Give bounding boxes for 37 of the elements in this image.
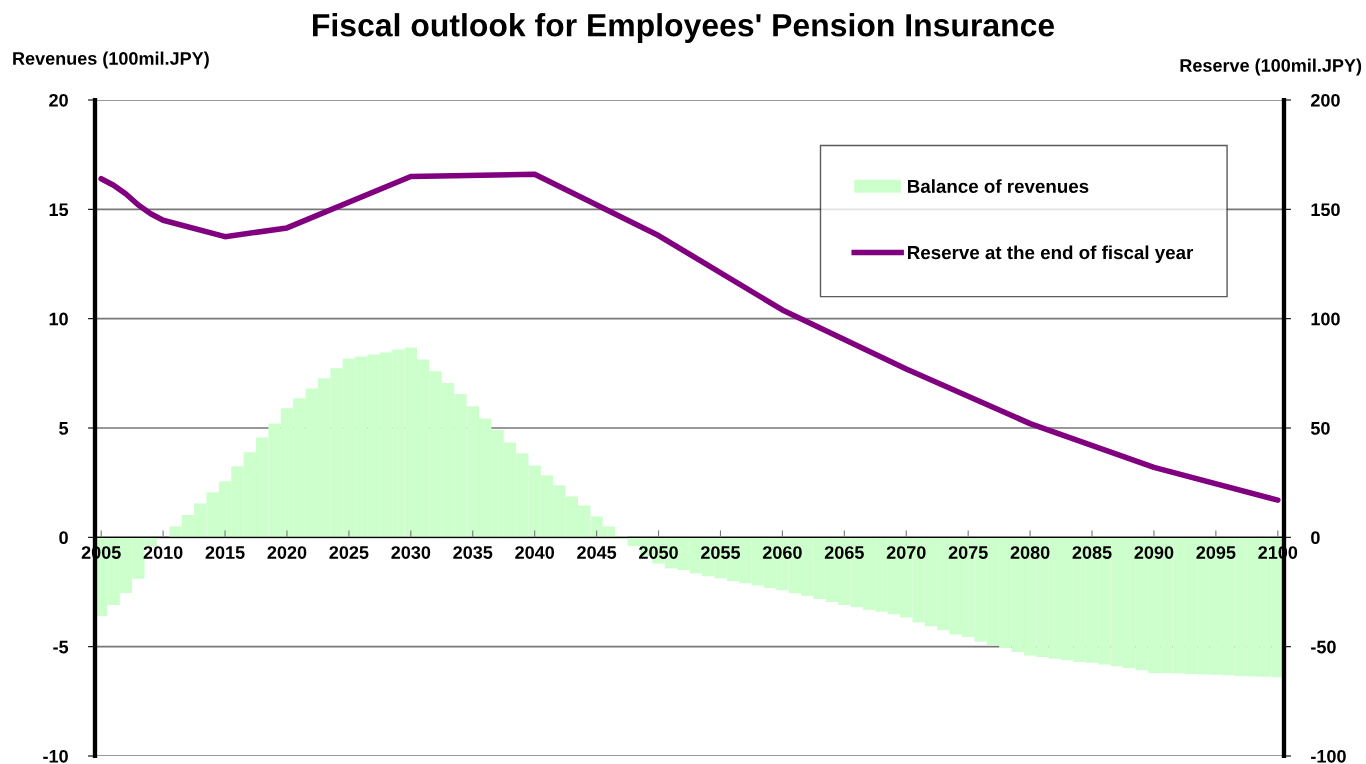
y2-tick-label: 0 bbox=[1311, 531, 1320, 545]
x-tick-label: 2020 bbox=[267, 546, 307, 559]
y-tick-label: -5 bbox=[53, 640, 69, 654]
y2-tick-label: 100 bbox=[1311, 312, 1340, 326]
x-tick-label: 2040 bbox=[515, 546, 555, 559]
chart-title: Fiscal outlook for Employees' Pension Insurance bbox=[313, 13, 1055, 43]
x-tick-label: 2025 bbox=[329, 546, 369, 559]
x-tick-label: 2085 bbox=[1072, 546, 1112, 559]
y2-tick-label: -50 bbox=[1311, 640, 1336, 654]
y2-tick-label: 150 bbox=[1311, 203, 1340, 217]
x-tick-label: 2070 bbox=[886, 546, 926, 559]
x-tick-label: 2035 bbox=[453, 546, 493, 559]
y2-tick-label: -100 bbox=[1311, 749, 1346, 763]
y-tick-label: -10 bbox=[43, 749, 68, 763]
y2-tick-label: 200 bbox=[1311, 93, 1340, 107]
x-tick-label: 2055 bbox=[701, 546, 741, 559]
y-tick-label: 0 bbox=[59, 531, 68, 545]
x-tick-label: 2050 bbox=[639, 546, 678, 559]
x-tick-label: 2015 bbox=[205, 546, 245, 559]
x-tick-label: 2030 bbox=[391, 546, 431, 559]
x-tick-label: 2065 bbox=[824, 546, 864, 559]
x-tick-label: 2075 bbox=[948, 546, 988, 559]
x-tick-label: 2090 bbox=[1134, 546, 1174, 559]
x-tick-label: 2095 bbox=[1196, 546, 1236, 559]
y-axis-title: Revenues (100mil.JPY) bbox=[13, 51, 209, 69]
x-tick-label: 2080 bbox=[1010, 546, 1050, 559]
x-tick-label: 2045 bbox=[577, 546, 617, 559]
legend-label: Balance of revenues bbox=[908, 179, 1089, 193]
y-tick-label: 15 bbox=[49, 203, 69, 217]
legend-label: Reserve at the end of fiscal year bbox=[908, 245, 1194, 263]
x-tick-label: 2010 bbox=[143, 546, 183, 559]
y-tick-label: 10 bbox=[49, 312, 68, 326]
x-tick-label: 2060 bbox=[762, 546, 802, 559]
y2-axis-title: Reserve (100mil.JPY) bbox=[1180, 58, 1362, 76]
y-tick-label: 20 bbox=[49, 93, 68, 107]
y-tick-label: 5 bbox=[59, 422, 69, 435]
y2-tick-label: 50 bbox=[1310, 421, 1330, 435]
